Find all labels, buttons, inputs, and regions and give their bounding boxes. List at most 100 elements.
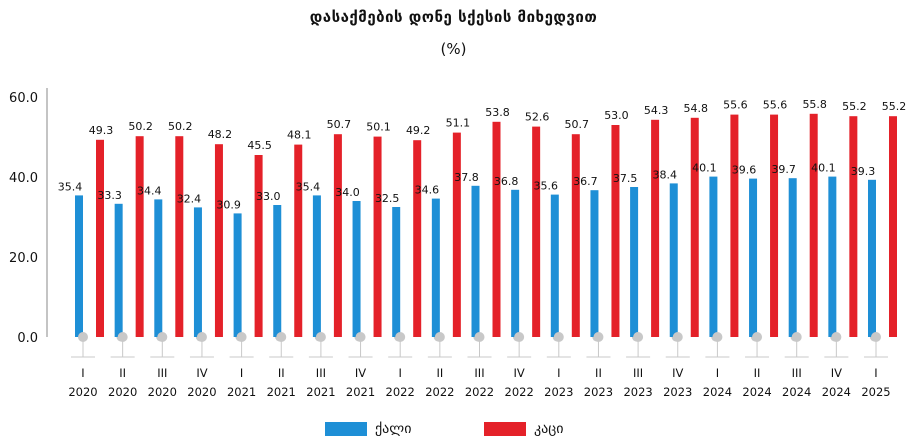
- bar-chart: 0.020.040.060.035.449.3I202033.350.2II20…: [9, 88, 907, 399]
- bar-women: [193, 207, 202, 337]
- x-tick-label-quarter: II: [436, 366, 443, 380]
- bar-women: [312, 195, 321, 337]
- baseline-marker: [712, 332, 723, 342]
- data-label-women: 39.7: [771, 163, 796, 176]
- x-tick-label-year: 2021: [306, 385, 335, 399]
- y-tick-label: 20.0: [9, 251, 38, 266]
- x-tick-label-quarter: II: [278, 366, 285, 380]
- x-tick-label-quarter: I: [81, 366, 84, 380]
- baseline-marker: [157, 332, 168, 342]
- x-tick-label-year: 2020: [148, 385, 177, 399]
- legend-label-men: კაცი: [534, 421, 564, 437]
- bar-women: [669, 183, 678, 337]
- data-label-women: 34.0: [335, 186, 360, 199]
- x-tick-label-quarter: I: [398, 366, 401, 380]
- bar-women: [630, 187, 639, 337]
- bar-men: [452, 132, 461, 337]
- x-tick-label-quarter: I: [874, 366, 877, 380]
- bar-men: [730, 114, 739, 337]
- bar-men: [690, 117, 699, 337]
- bar-men: [809, 113, 818, 337]
- data-label-women: 30.9: [216, 198, 241, 211]
- bar-women: [868, 179, 876, 337]
- x-tick-label-year: 2022: [505, 385, 534, 399]
- data-label-women: 34.6: [415, 184, 440, 197]
- bar-men: [294, 144, 303, 337]
- baseline-marker: [871, 332, 881, 342]
- data-label-men: 51.1: [446, 117, 471, 130]
- data-label-men: 54.3: [644, 104, 669, 117]
- data-label-women: 35.6: [534, 180, 559, 193]
- data-label-women: 38.4: [653, 168, 678, 181]
- data-label-women: 35.4: [296, 180, 321, 193]
- x-tick-label-year: 2023: [584, 385, 613, 399]
- bar-women: [154, 199, 163, 337]
- x-tick-label-quarter: II: [754, 366, 761, 380]
- bar-women: [749, 178, 758, 337]
- bar-men: [135, 136, 144, 337]
- bar-men: [373, 136, 382, 337]
- data-label-men: 55.2: [882, 100, 907, 113]
- x-tick-label-year: 2020: [68, 385, 97, 399]
- bar-women: [550, 194, 559, 337]
- data-label-men: 55.6: [723, 99, 748, 112]
- baseline-marker: [236, 332, 247, 342]
- data-label-men: 49.2: [406, 124, 431, 137]
- bar-men: [770, 114, 779, 337]
- baseline-marker: [196, 332, 207, 342]
- data-label-men: 48.2: [208, 128, 233, 141]
- bar-men: [413, 140, 422, 337]
- bar-women: [352, 201, 361, 337]
- baseline-marker: [593, 332, 604, 342]
- x-tick-label-quarter: IV: [355, 366, 366, 380]
- bar-women: [233, 213, 242, 337]
- x-tick-label-quarter: III: [633, 366, 643, 380]
- data-label-women: 33.3: [97, 189, 122, 202]
- x-tick-label-year: 2024: [742, 385, 771, 399]
- bar-women: [511, 189, 520, 337]
- baseline-marker: [752, 332, 763, 342]
- x-tick-label-year: 2022: [425, 385, 454, 399]
- baseline-marker: [276, 332, 287, 342]
- data-label-men: 48.1: [287, 129, 312, 142]
- chart-subtitle: (%): [440, 40, 467, 58]
- bar-men: [532, 126, 541, 337]
- bar-men: [214, 144, 223, 337]
- data-label-women: 32.5: [375, 192, 400, 205]
- data-label-men: 53.0: [604, 109, 629, 122]
- data-label-women: 34.4: [137, 184, 162, 197]
- bar-men: [611, 125, 620, 337]
- x-tick-label-year: 2024: [703, 385, 732, 399]
- x-tick-label-year: 2021: [346, 385, 375, 399]
- data-label-men: 52.6: [525, 111, 550, 124]
- data-label-men: 53.8: [485, 106, 510, 119]
- x-tick-label-quarter: IV: [196, 366, 207, 380]
- x-tick-label-quarter: IV: [831, 366, 842, 380]
- x-tick-label-year: 2024: [782, 385, 811, 399]
- baseline-marker: [355, 332, 366, 342]
- bar-women: [471, 185, 480, 337]
- data-label-women: 39.6: [732, 164, 757, 177]
- x-tick-label-quarter: III: [157, 366, 167, 380]
- x-tick-label-year: 2022: [465, 385, 494, 399]
- bar-men: [175, 136, 184, 337]
- bar-women: [392, 207, 401, 337]
- legend-swatch-men: [484, 422, 526, 436]
- y-tick-label: 40.0: [9, 171, 38, 186]
- data-label-women: 36.7: [573, 175, 598, 188]
- x-tick-label-quarter: III: [474, 366, 484, 380]
- x-tick-label-year: 2021: [227, 385, 256, 399]
- baseline-marker: [315, 332, 326, 342]
- x-tick-label-quarter: I: [240, 366, 243, 380]
- data-label-men: 50.2: [128, 120, 153, 133]
- bar-women: [828, 176, 837, 337]
- x-tick-label-year: 2025: [861, 385, 890, 399]
- x-tick-label-year: 2021: [267, 385, 296, 399]
- data-label-men: 55.6: [763, 99, 788, 112]
- baseline-marker: [395, 332, 406, 342]
- bar-women: [273, 205, 282, 337]
- baseline-marker: [78, 332, 88, 342]
- x-tick-label-year: 2020: [108, 385, 137, 399]
- baseline-marker: [633, 332, 644, 342]
- bar-women: [114, 203, 123, 337]
